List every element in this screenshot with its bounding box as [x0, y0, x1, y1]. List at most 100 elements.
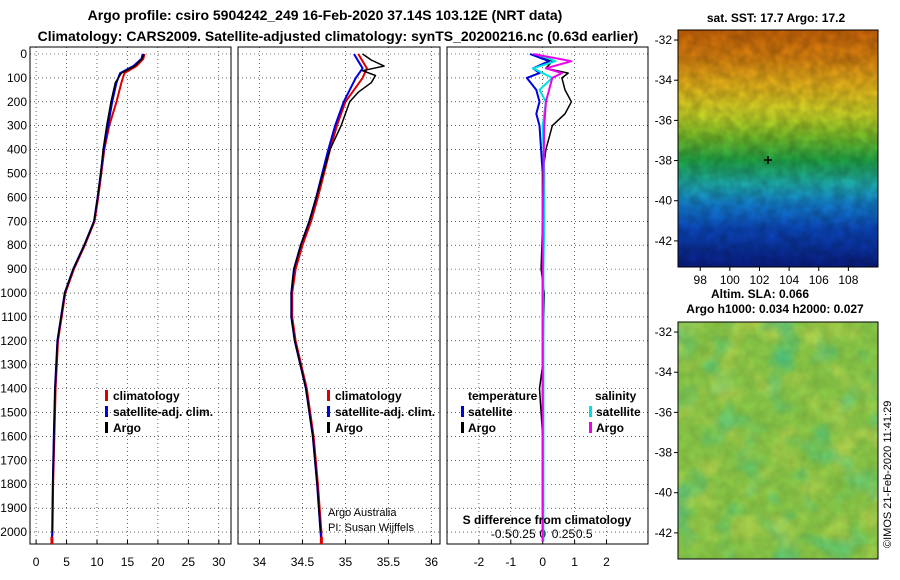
map-y-tick-label: -32: [655, 33, 673, 47]
x-tick-label: 36: [425, 555, 439, 569]
map-y-tick-label: -38: [655, 446, 673, 460]
depth-tick-label: 1000: [0, 286, 27, 300]
legend-label-argo: Argo: [113, 421, 141, 435]
profile-lines: [50, 53, 573, 544]
map-y-tick-label: -40: [655, 486, 673, 500]
depth-tick-label: 900: [7, 262, 27, 276]
map-y-tick-label: -40: [655, 194, 673, 208]
depth-tick-label: 0: [20, 47, 27, 61]
legend-swatch-climatology: [105, 390, 108, 401]
depth-tick-label: 300: [7, 119, 27, 133]
x-axes: 0 5 10 15 20 25 30 34 34.5 35 35.5 36 -2 -1 0 1 2 -0.5-0.…: [33, 527, 610, 569]
map-x-tick-label: 108: [838, 273, 858, 287]
x-tick-label: 35: [339, 555, 353, 569]
legend-swatch-s-argo: [589, 422, 592, 433]
imos-credit: ©IMOS 21-Feb-2020 11:41:29: [882, 401, 894, 548]
x-tick-label: 1: [571, 555, 578, 569]
depth-tick-label: 2000: [0, 525, 27, 539]
annotation-pi: PI: Susan Wijffels: [328, 522, 414, 534]
temperature-legend: climatology satellite-adj. clim. Argo: [105, 389, 213, 435]
map-y-tick-label: -36: [655, 405, 673, 419]
map-y-tick-label: -42: [655, 526, 673, 540]
sst-texture: [678, 30, 878, 267]
x-tick-label: -1: [505, 555, 516, 569]
legend-swatch-climatology: [327, 390, 330, 401]
legend-label-s-satellite: satellite: [596, 405, 641, 419]
legend-title-temperature: temperature: [468, 389, 538, 403]
depth-tick-label: 600: [7, 190, 27, 204]
legend-label-t-argo: Argo: [468, 421, 496, 435]
depth-tick-label: 1600: [0, 429, 27, 443]
map-x-tick-label: 102: [749, 273, 769, 287]
sla-map-ticks: -32 -34 -36 -38 -40 -42: [655, 325, 678, 540]
map-y-tick-label: -34: [655, 73, 673, 87]
legend-label-satellite: satellite-adj. clim.: [335, 405, 435, 419]
legend-label-argo: Argo: [335, 421, 363, 435]
map-x-tick-label: 104: [779, 273, 799, 287]
legend-label-climatology: climatology: [113, 389, 180, 403]
depth-tick-label: 1300: [0, 358, 27, 372]
map-y-tick-label: -42: [655, 234, 673, 248]
x-secondary-tick-label: 0.25: [552, 527, 576, 541]
title-line2: Climatology: CARS2009. Satellite-adjuste…: [38, 28, 639, 44]
legend-label-satellite: satellite-adj. clim.: [113, 405, 213, 419]
legend-swatch-satellite: [327, 406, 330, 417]
x-tick-label: 10: [90, 555, 104, 569]
depth-tick-label: 1200: [0, 334, 27, 348]
sla-map-subtitle: Argo h1000: 0.034 h2000: 0.027: [686, 302, 864, 316]
x-secondary-tick-label: -0.5: [491, 527, 512, 541]
map-y-tick-label: -32: [655, 325, 673, 339]
depth-tick-label: 1800: [0, 477, 27, 491]
map-y-tick-label: -34: [655, 365, 673, 379]
map-x-tick-label: 98: [694, 273, 708, 287]
legend-swatch-argo: [105, 422, 108, 433]
legend-swatch-argo: [327, 422, 330, 433]
depth-tick-label: 1900: [0, 501, 27, 515]
depth-tick-label: 1100: [1, 310, 27, 324]
sst-map-frame: [677, 29, 879, 268]
map-y-tick-label: -36: [655, 113, 673, 127]
difference-title: S difference from climatology: [463, 513, 632, 527]
temperature-panel: [29, 46, 232, 545]
depth-tick-label: 100: [7, 71, 27, 85]
depth-tick-label: 500: [7, 167, 27, 181]
sst-map-ticks: -32 -34 -36 -38 -40 -42 98 100 102 104 106 108: [655, 33, 859, 287]
x-tick-label: 5: [63, 555, 70, 569]
legend-swatch-s-satellite: [589, 406, 592, 417]
annotation-argo-australia: Argo Australia: [328, 507, 397, 519]
depth-tick-label: 1700: [0, 453, 27, 467]
x-tick-label: 25: [182, 555, 196, 569]
x-tick-label: 2: [603, 555, 610, 569]
grid-lines: [30, 47, 648, 544]
x-tick-label: 0: [33, 555, 40, 569]
series-line-argo: [290, 53, 385, 533]
series-line-s-argo: [532, 53, 573, 542]
legend-swatch-satellite: [105, 406, 108, 417]
salinity-legend: climatology satellite-adj. clim. Argo: [327, 389, 435, 435]
title-line1: Argo profile: csiro 5904242_249 16-Feb-2…: [88, 7, 563, 23]
map-x-tick-label: 106: [809, 273, 829, 287]
sst-map: [677, 29, 879, 268]
bottom-marker: [50, 536, 54, 544]
x-tick-label: 15: [121, 555, 135, 569]
x-tick-label: 20: [151, 555, 165, 569]
legend-label-s-argo: Argo: [596, 421, 624, 435]
depth-tick-label: 400: [7, 143, 27, 157]
x-secondary-tick-label: 0.5: [576, 527, 593, 541]
x-tick-label: 34.5: [291, 555, 315, 569]
map-y-tick-label: -38: [655, 154, 673, 168]
x-tick-label: 0: [539, 555, 546, 569]
sst-map-title: sat. SST: 17.7 Argo: 17.2: [707, 11, 846, 25]
sla-texture: [678, 322, 878, 559]
depth-tick-label: 200: [7, 95, 27, 109]
sla-map: [677, 321, 879, 560]
x-tick-label: 30: [212, 555, 226, 569]
legend-label-t-satellite: satellite: [468, 405, 513, 419]
difference-panel: [446, 46, 649, 545]
x-secondary-tick-label: -0.25: [508, 527, 536, 541]
series-line-t-argo: [535, 53, 573, 532]
series-line-argo: [51, 53, 145, 533]
sla-map-frame: [677, 321, 879, 560]
depth-tick-label: 700: [7, 214, 27, 228]
